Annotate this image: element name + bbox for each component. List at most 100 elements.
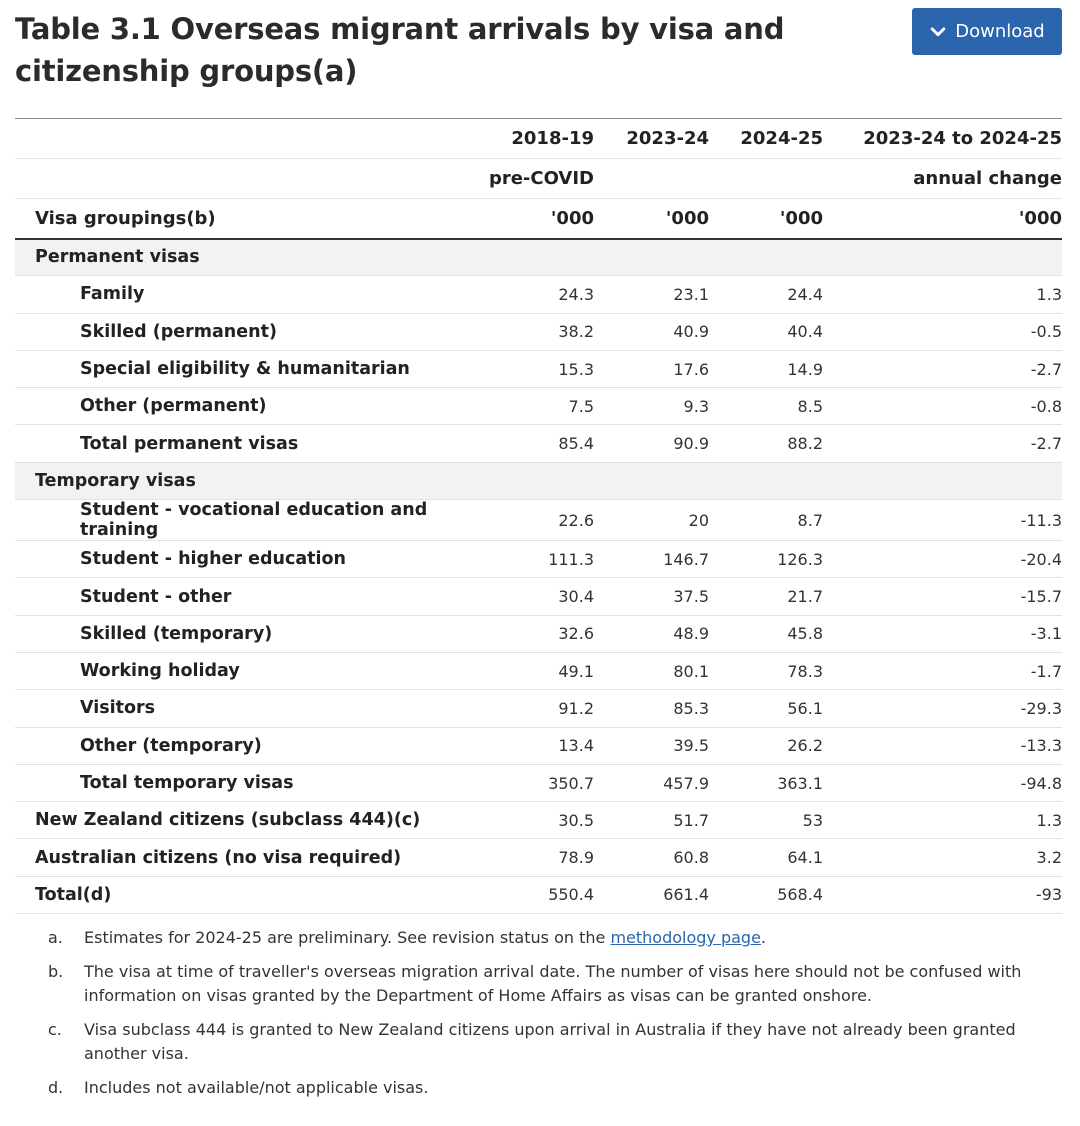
footnote-item: a. Estimates for 2024-25 are preliminary.… (48, 926, 1058, 950)
row-value: 14.9 (709, 350, 823, 389)
footnote-item: b. The visa at time of traveller's overse… (48, 960, 1058, 1008)
row-label: Special eligibility & humanitarian (15, 350, 476, 389)
row-label: Total temporary visas (15, 764, 476, 803)
header-sub-annual-change: annual change (823, 158, 1062, 199)
row-label: Student - other (15, 577, 476, 616)
row-value: 17.6 (594, 350, 709, 389)
row-label: Student - higher education (15, 540, 476, 579)
row-value: 30.5 (476, 801, 594, 840)
row-value: 85.4 (476, 424, 594, 463)
section-row: Temporary visas (15, 462, 1062, 501)
footnote-text-body: Estimates for 2024-25 are preliminary. S… (84, 928, 611, 947)
row-label: Other (temporary) (15, 727, 476, 765)
row-value: 78.3 (709, 652, 823, 691)
table-row: Working holiday 49.1 80.1 78.3 -1.7 (15, 652, 1062, 691)
header-sub-empty (709, 158, 823, 199)
header-unit: '000 (594, 198, 709, 240)
download-label: Download (955, 21, 1045, 42)
row-label: Student - vocational education and train… (15, 499, 476, 542)
row-value (476, 462, 594, 501)
row-value: 8.7 (709, 499, 823, 542)
section-row: Permanent visas (15, 238, 1062, 277)
row-value: 24.4 (709, 275, 823, 314)
row-label: Permanent visas (15, 238, 476, 277)
table-row: Other (temporary) 13.4 39.5 26.2 -13.3 (15, 727, 1062, 765)
row-value: 15.3 (476, 350, 594, 389)
footnote-marker: a. (48, 928, 63, 947)
methodology-page-link[interactable]: methodology page (610, 928, 761, 947)
row-label: Other (permanent) (15, 387, 476, 426)
table-title: Table 3.1 Overseas migrant arrivals by v… (15, 12, 785, 88)
header-unit: '000 (476, 198, 594, 240)
download-button[interactable]: Download (912, 8, 1062, 55)
row-value: 23.1 (594, 275, 709, 314)
row-label: Australian citizens (no visa required) (15, 838, 476, 877)
table-body: Permanent visas Family 24.3 23.1 24.4 1.3 Skil… (15, 238, 1062, 915)
footnote-marker: d. (48, 1078, 64, 1097)
row-value: 64.1 (709, 838, 823, 877)
table-row: Visitors 91.2 85.3 56.1 -29.3 (15, 689, 1062, 728)
table-row: Total temporary visas 350.7 457.9 363.1 -94.… (15, 764, 1062, 803)
row-value (823, 238, 1062, 277)
row-value: 9.3 (594, 387, 709, 426)
chevron-down-icon (930, 26, 946, 36)
header-sub-pre-covid: pre-COVID (476, 158, 594, 199)
row-value: 40.9 (594, 313, 709, 351)
row-value: 21.7 (709, 577, 823, 616)
header-cell-empty (15, 118, 476, 159)
row-value: 22.6 (476, 499, 594, 542)
row-value: 38.2 (476, 313, 594, 351)
row-value: 363.1 (709, 764, 823, 803)
row-value: -15.7 (823, 577, 1062, 616)
row-label: Family (15, 275, 476, 314)
header-year-2024-25: 2024-25 (709, 118, 823, 159)
row-value: 45.8 (709, 615, 823, 653)
footnotes: a. Estimates for 2024-25 are preliminary.… (48, 926, 1058, 1110)
row-value: -0.5 (823, 313, 1062, 351)
row-value (709, 462, 823, 501)
table-row: Student - other 30.4 37.5 21.7 -15.7 (15, 577, 1062, 616)
row-value: -0.8 (823, 387, 1062, 426)
header-annual-change-period: 2023-24 to 2024-25 (823, 118, 1062, 159)
row-value: 39.5 (594, 727, 709, 765)
footnote-text-body: The visa at time of traveller's overseas… (84, 962, 1022, 1005)
header-year-2023-24: 2023-24 (594, 118, 709, 159)
header-row-units: Visa groupings(b) '000 '000 '000 '000 (15, 198, 1062, 240)
row-value: 111.3 (476, 540, 594, 579)
row-value: 85.3 (594, 689, 709, 728)
row-value (823, 462, 1062, 501)
table-row: Skilled (permanent) 38.2 40.9 40.4 -0.5 (15, 313, 1062, 351)
row-value: 13.4 (476, 727, 594, 765)
header-row-sub: pre-COVID annual change (15, 158, 1062, 199)
header-cell-empty (15, 158, 476, 199)
row-value: -94.8 (823, 764, 1062, 803)
footnote-marker: c. (48, 1020, 62, 1039)
row-value: 550.4 (476, 876, 594, 915)
row-value: 49.1 (476, 652, 594, 691)
row-value: 56.1 (709, 689, 823, 728)
table-row: Special eligibility & humanitarian 15.3 17… (15, 350, 1062, 389)
row-value: -2.7 (823, 350, 1062, 389)
row-value: 146.7 (594, 540, 709, 579)
header-year-2018-19: 2018-19 (476, 118, 594, 159)
row-value: 48.9 (594, 615, 709, 653)
footnote-item: c. Visa subclass 444 is granted to New Ze… (48, 1018, 1058, 1066)
row-value: 1.3 (823, 801, 1062, 840)
header-row-years: 2018-19 2023-24 2024-25 2023-24 to 2024-… (15, 118, 1062, 159)
table-row: Australian citizens (no visa required) 78… (15, 838, 1062, 877)
row-value: -29.3 (823, 689, 1062, 728)
row-label: Total(d) (15, 876, 476, 915)
row-value: 37.5 (594, 577, 709, 616)
row-value: 40.4 (709, 313, 823, 351)
row-value: 20 (594, 499, 709, 542)
row-value: 3.2 (823, 838, 1062, 877)
footnote-item: d. Includes not available/not applicable … (48, 1076, 1058, 1100)
row-value: -3.1 (823, 615, 1062, 653)
table-row: New Zealand citizens (subclass 444)(c) 30… (15, 801, 1062, 840)
table-row: Total permanent visas 85.4 90.9 88.2 -2.7 (15, 424, 1062, 463)
row-value: -2.7 (823, 424, 1062, 463)
row-label: Total permanent visas (15, 424, 476, 463)
row-label: Temporary visas (15, 462, 476, 501)
header-unit: '000 (709, 198, 823, 240)
